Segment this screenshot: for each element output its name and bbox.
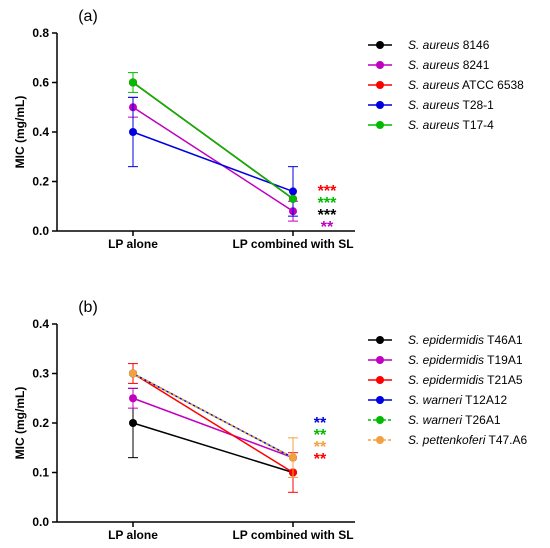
legend-marker <box>376 396 384 404</box>
series-line <box>132 372 294 459</box>
data-point <box>129 369 137 378</box>
significance-marker: ** <box>314 439 327 456</box>
legend-label: S. aureus T17-4 <box>408 118 494 132</box>
y-axis-label: MIC (mg/mL) <box>13 387 27 460</box>
series-1 <box>128 387 297 477</box>
y-tick-label: 0.6 <box>32 76 49 90</box>
legend-label: S. aureus T28-1 <box>408 98 494 112</box>
data-point <box>289 187 297 196</box>
series-line <box>132 422 294 474</box>
data-point <box>289 194 297 203</box>
legend-marker <box>376 101 384 109</box>
y-tick-label: 0.4 <box>32 317 49 331</box>
legend-label: S. epidermidis T19A1 <box>408 353 523 367</box>
series-line <box>132 397 294 459</box>
significance-marker: ** <box>314 427 327 444</box>
y-tick-label: 0.4 <box>32 125 49 139</box>
legend-marker <box>376 376 384 384</box>
legend-marker <box>376 436 384 444</box>
significance-marker: *** <box>318 183 337 200</box>
legend-marker <box>376 81 384 89</box>
data-point <box>129 419 137 427</box>
legend-label: S. warneri T26A1 <box>408 413 501 427</box>
data-point <box>289 453 297 462</box>
series-line <box>132 81 294 200</box>
series-line <box>132 372 294 474</box>
y-tick-label: 0.3 <box>32 367 49 381</box>
legend-marker <box>376 61 384 69</box>
series-5 <box>128 72 297 203</box>
series-2 <box>128 96 298 222</box>
data-point <box>129 128 137 136</box>
significance-marker: ** <box>321 219 334 236</box>
legend-label: S. aureus 8241 <box>408 58 490 72</box>
y-tick-label: 0.1 <box>32 466 49 480</box>
series-4 <box>128 96 298 217</box>
y-tick-label: 0.2 <box>32 175 49 189</box>
y-tick-label: 0.2 <box>32 416 49 430</box>
legend-marker <box>376 121 384 129</box>
y-axis-label: MIC (mg/mL) <box>13 96 27 169</box>
series-2 <box>128 387 297 462</box>
legend-marker <box>376 336 384 344</box>
x-tick-label: LP alone <box>108 237 158 251</box>
series-line <box>132 131 294 193</box>
panel-label: (b) <box>78 299 98 316</box>
significance-marker: ** <box>314 415 327 432</box>
legend-label: S. aureus 8146 <box>408 38 490 52</box>
chart-panel-b: (b) 0.0 0.1 0.2 0.3 0.4 MIC (mg/mL) LP alone LP … <box>13 299 528 542</box>
legend-marker <box>376 416 384 424</box>
significance-marker: *** <box>318 195 337 212</box>
panel-label: (a) <box>78 8 98 25</box>
legend-label: S. aureus ATCC 6538 <box>408 78 524 92</box>
x-tick-label: LP combined with SL <box>232 528 353 542</box>
y-tick-label: 0.0 <box>32 515 49 529</box>
legend-label: S. epidermidis T46A1 <box>408 333 523 347</box>
legend-label: S. warneri T12A12 <box>408 393 508 407</box>
legend-marker <box>376 356 384 364</box>
legend-label: S. pettenkoferi T47.A6 <box>408 433 528 447</box>
legend-label: S. epidermidis T21A5 <box>408 373 523 387</box>
data-point <box>129 394 137 403</box>
x-tick-label: LP combined with SL <box>232 237 353 251</box>
y-tick-label: 0.0 <box>32 224 49 238</box>
series-line <box>132 106 294 212</box>
series-6 <box>129 369 298 478</box>
chart-panel-a: (a) 0.0 0.2 0.4 0.6 0.8 MIC (mg/mL) LP alone LP … <box>13 8 524 251</box>
x-tick-label: LP alone <box>108 528 158 542</box>
legend-marker <box>376 41 384 49</box>
significance-marker: ** <box>314 451 327 468</box>
significance-marker: *** <box>318 207 337 224</box>
y-tick-label: 0.8 <box>32 26 49 40</box>
data-point <box>129 78 137 87</box>
